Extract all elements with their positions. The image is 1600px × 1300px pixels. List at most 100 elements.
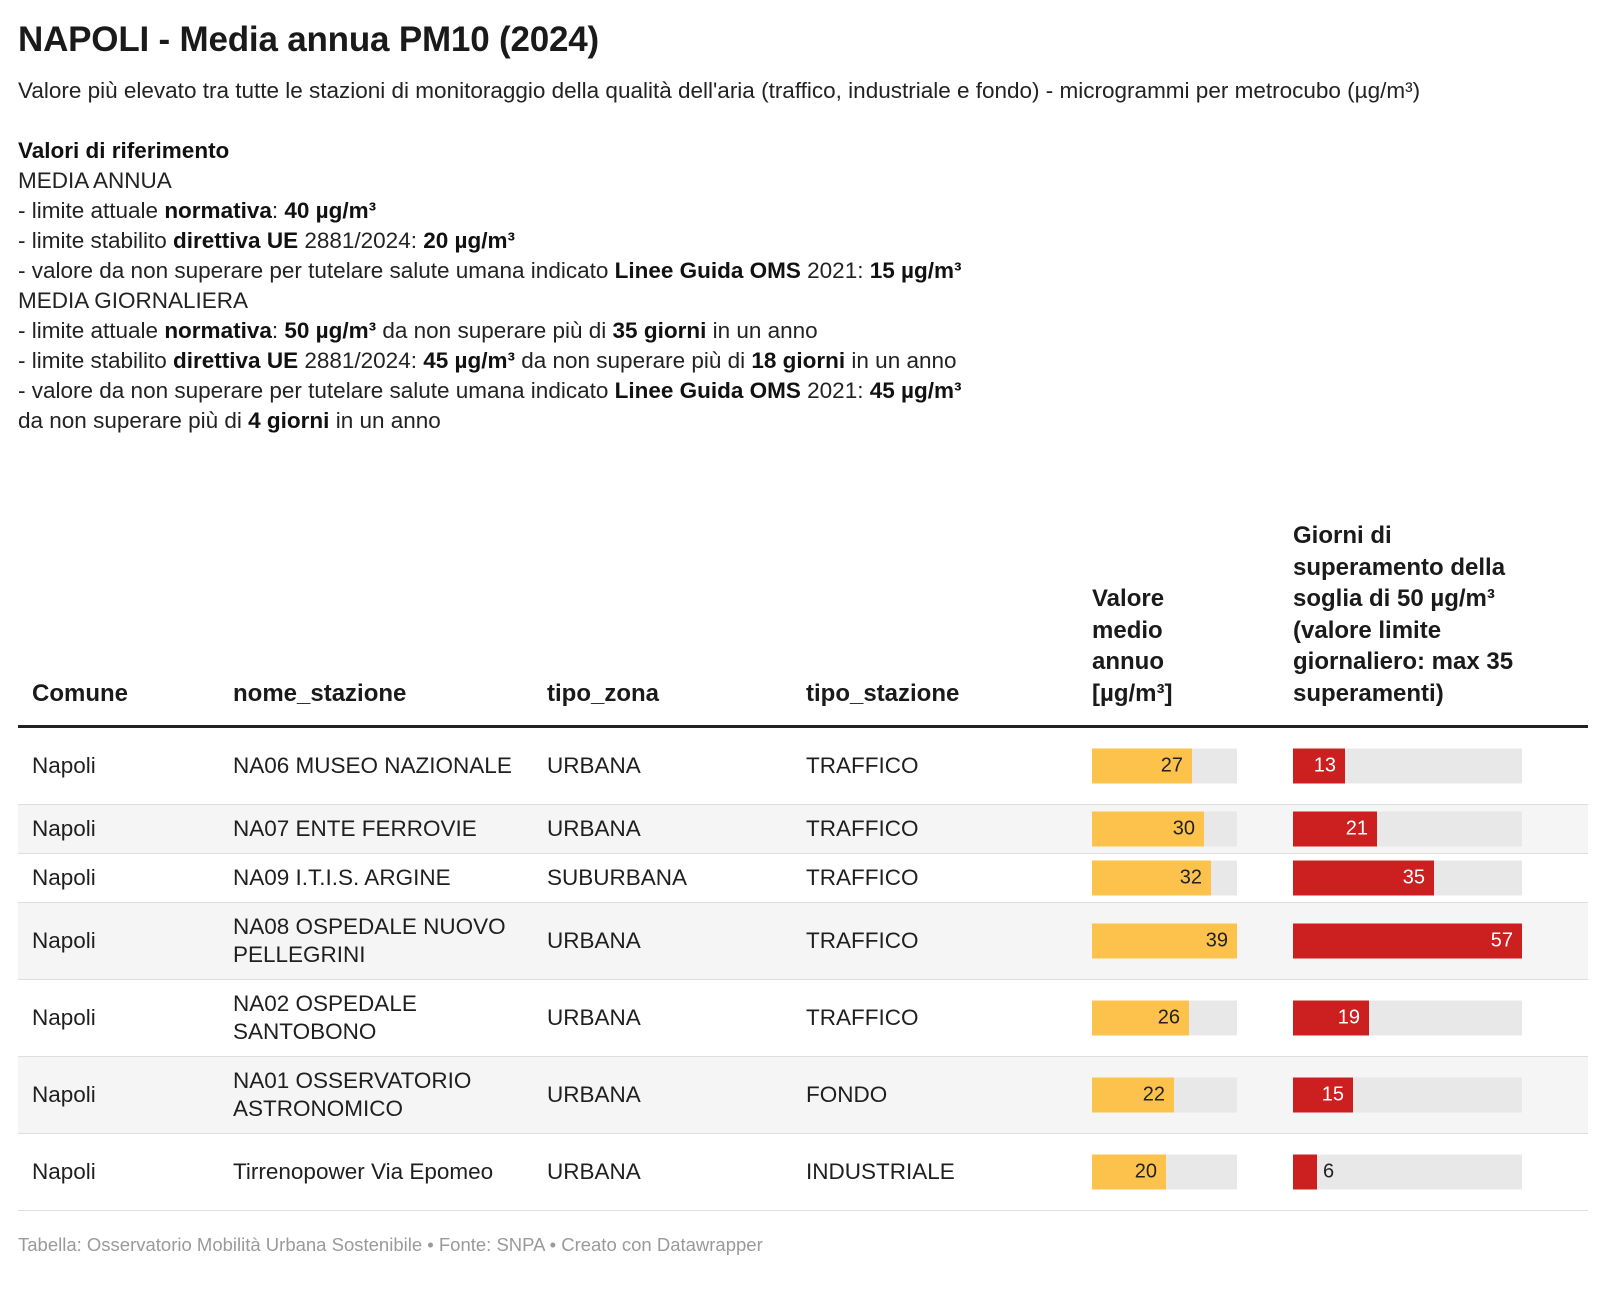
reference-heading: Valori di riferimento bbox=[18, 138, 230, 163]
giorni-superamento-track: 35 bbox=[1293, 860, 1522, 896]
valore-medio-bar bbox=[1092, 923, 1237, 959]
cell-tipo-stazione: TRAFFICO bbox=[806, 928, 919, 953]
reference-text: da non superare più di bbox=[376, 318, 613, 343]
annual-eu-line: - limite stabilito direttiva UE 2881/202… bbox=[18, 226, 1582, 256]
cell-nome-stazione: NA07 ENTE FERROVIE bbox=[233, 816, 477, 841]
valore-medio-track: 32 bbox=[1092, 860, 1237, 896]
reference-text: - limite attuale bbox=[18, 318, 165, 343]
cell-tipo-zona: URBANA bbox=[547, 1005, 641, 1030]
valore-medio-track: 27 bbox=[1092, 748, 1237, 784]
cell-nome-stazione: NA01 OSSERVATORIO ASTRONOMICO bbox=[233, 1068, 472, 1121]
reference-emphasis: 40 µg/m³ bbox=[284, 198, 377, 223]
cell-tipo-stazione: FONDO bbox=[806, 1082, 888, 1107]
valore-medio-track: 26 bbox=[1092, 1000, 1237, 1036]
stations-table: Comune nome_stazione tipo_zona tipo_staz… bbox=[18, 500, 1588, 1211]
reference-text: 2881/2024: bbox=[298, 348, 424, 373]
reference-emphasis: 45 µg/m³ bbox=[869, 378, 962, 403]
valore-medio-bar bbox=[1092, 811, 1204, 847]
valore-medio-track: 22 bbox=[1092, 1077, 1237, 1113]
cell-nome-stazione: NA02 OSPEDALE SANTOBONO bbox=[233, 991, 417, 1044]
cell-tipo-zona: URBANA bbox=[547, 928, 641, 953]
giorni-superamento-bar bbox=[1293, 1154, 1317, 1190]
giorni-superamento-label: 13 bbox=[1313, 754, 1336, 777]
valore-medio-label: 32 bbox=[1179, 866, 1202, 889]
table-row: Napoli NA08 OSPEDALE NUOVO PELLEGRINI URBA… bbox=[18, 903, 1588, 980]
valore-medio-bar bbox=[1092, 748, 1192, 784]
cell-comune: Napoli bbox=[32, 753, 96, 778]
table-row: Napoli Tirrenopower Via Epomeo URBANA INDUS… bbox=[18, 1134, 1588, 1211]
table-row: Napoli NA09 I.T.I.S. ARGINE SUBURBANA TRAFF… bbox=[18, 854, 1588, 903]
reference-text: in un anno bbox=[329, 408, 441, 433]
table-body: Napoli NA06 MUSEO NAZIONALE URBANA TRAFFICO… bbox=[18, 728, 1588, 1211]
header-tipo-stazione[interactable]: tipo_stazione bbox=[806, 679, 960, 707]
cell-comune: Napoli bbox=[32, 865, 96, 890]
reference-text: - limite stabilito bbox=[18, 228, 174, 253]
reference-text: - valore da non superare per tutelare sa… bbox=[18, 378, 615, 403]
reference-emphasis: 50 µg/m³ bbox=[284, 318, 377, 343]
giorni-superamento-label: 21 bbox=[1345, 817, 1368, 840]
footer-credits: Tabella: Osservatorio Mobilità Urbana So… bbox=[18, 1234, 763, 1255]
page-title: NAPOLI - Media annua PM10 (2024) bbox=[18, 20, 599, 59]
giorni-superamento-bar bbox=[1293, 748, 1345, 784]
header-valore-medio[interactable]: Valore medio annuo [µg/m³] bbox=[1092, 585, 1173, 707]
reference-emphasis: 35 giorni bbox=[612, 318, 707, 343]
daily-oms-line: - valore da non superare per tutelare sa… bbox=[18, 376, 1582, 406]
cell-tipo-stazione: TRAFFICO bbox=[806, 865, 919, 890]
giorni-superamento-label: 15 bbox=[1321, 1083, 1344, 1106]
valore-medio-track: 39 bbox=[1092, 923, 1237, 959]
table-row: Napoli NA01 OSSERVATORIO ASTRONOMICO URBAN… bbox=[18, 1057, 1588, 1134]
cell-comune: Napoli bbox=[32, 1005, 96, 1030]
giorni-superamento-track: 19 bbox=[1293, 1000, 1522, 1036]
reference-emphasis: 18 giorni bbox=[751, 348, 846, 373]
valore-medio-track: 20 bbox=[1092, 1154, 1237, 1190]
table-row: Napoli NA07 ENTE FERROVIE URBANA TRAFFICO 30… bbox=[18, 805, 1588, 854]
daily-eu-line: - limite stabilito direttiva UE 2881/202… bbox=[18, 346, 1582, 376]
giorni-superamento-bar bbox=[1293, 811, 1377, 847]
valore-medio-track: 30 bbox=[1092, 811, 1237, 847]
reference-emphasis: Linee Guida OMS bbox=[614, 258, 801, 283]
reference-emphasis: 15 µg/m³ bbox=[869, 258, 962, 283]
reference-text: - limite attuale bbox=[18, 198, 165, 223]
valore-medio-label: 30 bbox=[1172, 817, 1195, 840]
cell-tipo-stazione: INDUSTRIALE bbox=[806, 1159, 955, 1184]
header-comune[interactable]: Comune bbox=[32, 679, 128, 707]
cell-nome-stazione: NA09 I.T.I.S. ARGINE bbox=[233, 865, 451, 890]
cell-comune: Napoli bbox=[32, 816, 96, 841]
cell-tipo-zona: URBANA bbox=[547, 1159, 641, 1184]
annual-limit-line: - limite attuale normativa: 40 µg/m³ bbox=[18, 196, 1582, 226]
giorni-superamento-bar bbox=[1293, 860, 1434, 896]
reference-text: 2881/2024: bbox=[298, 228, 424, 253]
header-tipo-zona[interactable]: tipo_zona bbox=[547, 679, 659, 707]
reference-text: - valore da non superare per tutelare sa… bbox=[18, 258, 615, 283]
giorni-superamento-track: 15 bbox=[1293, 1077, 1522, 1113]
reference-emphasis: 45 µg/m³ bbox=[423, 348, 515, 373]
reference-emphasis: Linee Guida OMS bbox=[614, 378, 801, 403]
cell-tipo-zona: URBANA bbox=[547, 816, 641, 841]
giorni-superamento-bar bbox=[1293, 923, 1522, 959]
cell-tipo-zona: URBANA bbox=[547, 753, 641, 778]
giorni-superamento-label: 35 bbox=[1402, 866, 1425, 889]
cell-nome-stazione: Tirrenopower Via Epomeo bbox=[233, 1159, 494, 1184]
table-header: Comune nome_stazione tipo_zona tipo_staz… bbox=[18, 500, 1588, 728]
giorni-superamento-track: 21 bbox=[1293, 811, 1522, 847]
cell-tipo-stazione: TRAFFICO bbox=[806, 816, 919, 841]
table-row: Napoli NA02 OSPEDALE SANTOBONO URBANA TRAFF… bbox=[18, 980, 1588, 1057]
header-nome-stazione[interactable]: nome_stazione bbox=[233, 679, 407, 707]
reference-emphasis: direttiva UE bbox=[173, 348, 299, 373]
daily-heading: MEDIA GIORNALIERA bbox=[18, 288, 249, 313]
reference-values: Valori di riferimento MEDIA ANNUA - limi… bbox=[18, 136, 1582, 436]
giorni-superamento-track: 6 bbox=[1293, 1154, 1522, 1190]
annual-heading: MEDIA ANNUA bbox=[18, 168, 172, 193]
daily-limit-line: - limite attuale normativa: 50 µg/m³ da … bbox=[18, 316, 1582, 346]
cell-comune: Napoli bbox=[32, 1082, 96, 1107]
cell-tipo-zona: SUBURBANA bbox=[547, 865, 688, 890]
giorni-superamento-track: 57 bbox=[1293, 923, 1522, 959]
header-giorni-superamento[interactable]: Giorni di superamento della soglia di 50… bbox=[1293, 522, 1514, 707]
giorni-superamento-label: 57 bbox=[1490, 929, 1513, 952]
valore-medio-label: 20 bbox=[1134, 1160, 1157, 1183]
table-row: Napoli NA06 MUSEO NAZIONALE URBANA TRAFFICO… bbox=[18, 728, 1588, 805]
reference-emphasis: normativa bbox=[164, 198, 272, 223]
giorni-superamento-bar bbox=[1293, 1000, 1369, 1036]
giorni-superamento-bar bbox=[1293, 1077, 1353, 1113]
reference-text: in un anno bbox=[845, 348, 957, 373]
